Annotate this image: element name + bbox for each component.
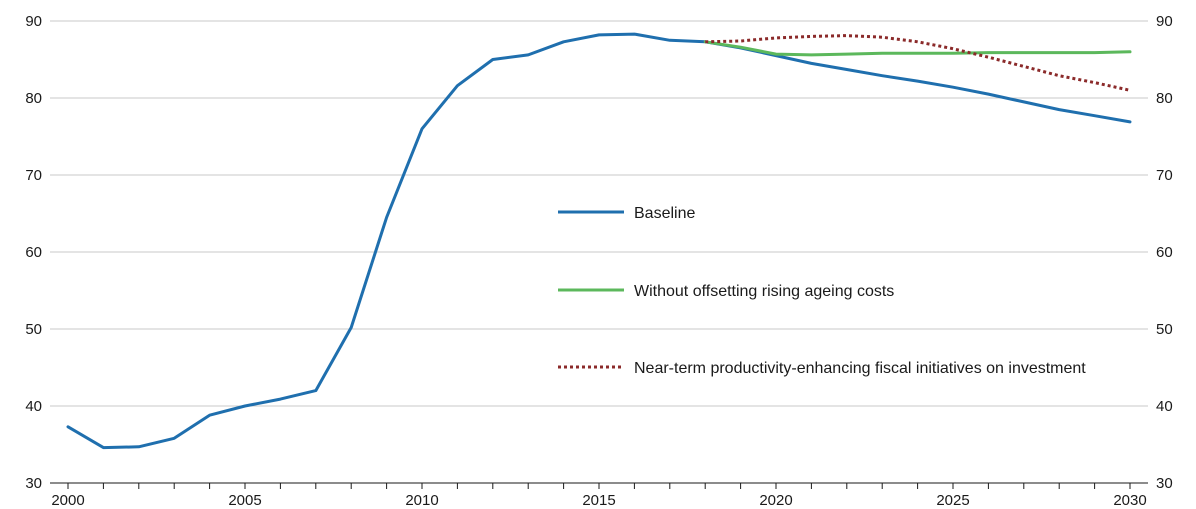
y-tick-label-right: 50 [1156, 321, 1173, 338]
y-tick-label-left: 30 [25, 475, 42, 492]
x-tick-label: 2020 [759, 492, 792, 509]
y-tick-label-right: 30 [1156, 475, 1173, 492]
y-tick-label-right: 40 [1156, 398, 1173, 415]
y-tick-label-left: 70 [25, 167, 42, 184]
legend-label-1: Baseline [634, 205, 695, 222]
x-tick-label: 2010 [405, 492, 438, 509]
y-tick-label-right: 70 [1156, 167, 1173, 184]
y-tick-label-left: 80 [25, 90, 42, 107]
legend: Baseline Without offsetting rising ageing… [558, 205, 1086, 377]
x-tick-label: 2015 [582, 492, 615, 509]
y-tick-label-left: 50 [25, 321, 42, 338]
x-tick-label: 2030 [1113, 492, 1146, 509]
y-tick-label-left: 60 [25, 244, 42, 261]
x-tick-label: 2025 [936, 492, 969, 509]
x-tick-label: 2000 [51, 492, 84, 509]
y-axis-right: 30 40 50 60 70 80 90 [1156, 13, 1173, 492]
grid-lines [50, 20, 1148, 407]
series-line-2 [703, 40, 1132, 57]
y-tick-label-right: 90 [1156, 13, 1173, 30]
y-tick-label-left: 90 [25, 13, 42, 30]
y-axis-left: 30 40 50 60 70 80 90 [25, 13, 42, 492]
x-tick-label: 2005 [228, 492, 261, 509]
series-line-3 [705, 34, 1131, 92]
y-tick-label-left: 40 [25, 398, 42, 415]
legend-label-3: Near-term productivity-enhancing fiscal … [634, 360, 1086, 377]
y-tick-label-right: 80 [1156, 90, 1173, 107]
x-axis: 2000 2005 2010 2015 2020 2025 2030 [50, 482, 1148, 509]
series-lines [66, 32, 1132, 450]
legend-label-2: Without offsetting rising ageing costs [634, 283, 894, 300]
series-line-1 [66, 32, 1132, 450]
y-tick-label-right: 60 [1156, 244, 1173, 261]
